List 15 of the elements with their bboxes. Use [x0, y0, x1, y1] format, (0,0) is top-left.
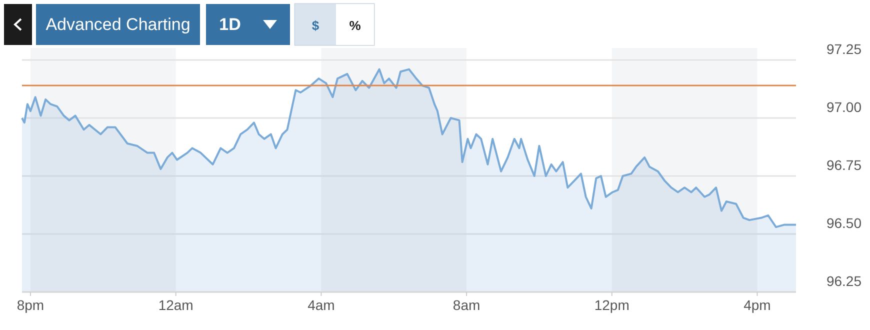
y-tick-label: 97.00 — [826, 99, 862, 115]
x-tick-label: 8pm — [16, 297, 44, 313]
x-tick-label: 12am — [158, 297, 194, 313]
y-tick-label: 96.25 — [826, 273, 862, 289]
x-tick-label: 4pm — [744, 297, 771, 313]
y-tick-label: 97.25 — [826, 41, 862, 57]
x-tick-label: 12pm — [594, 297, 630, 313]
text: % — [349, 18, 362, 33]
y-tick-label: 96.50 — [826, 215, 862, 231]
y-tick-label: 96.75 — [826, 157, 862, 173]
x-tick-label: 8am — [452, 297, 480, 313]
x-tick-label: 4am — [308, 297, 335, 313]
text: Advanced Charting — [46, 15, 190, 34]
text: 1D — [219, 15, 241, 34]
text: $ — [312, 18, 320, 33]
